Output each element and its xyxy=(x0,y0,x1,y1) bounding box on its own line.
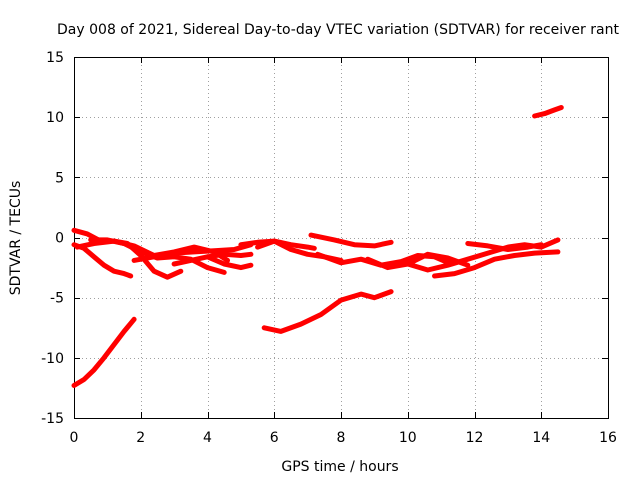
series-arc-17 xyxy=(465,241,544,252)
series-arc-8 xyxy=(205,254,254,271)
y-tick-label: 5 xyxy=(55,170,64,186)
y-axis-label: SDTVAR / TECUs xyxy=(8,181,24,296)
data-series xyxy=(71,105,564,388)
y-tick-label: -15 xyxy=(41,411,64,427)
series-arc-11 xyxy=(261,289,394,334)
x-tick-label: 0 xyxy=(70,430,79,446)
chart-title: Day 008 of 2021, Sidereal Day-to-day VTE… xyxy=(57,22,619,38)
y-tick-label: 10 xyxy=(46,110,64,126)
x-tick-label: 6 xyxy=(270,430,279,446)
series-arc-12 xyxy=(308,232,394,249)
y-tick-label: 15 xyxy=(46,50,64,66)
y-tick-label: -10 xyxy=(41,351,64,367)
series-arc-6 xyxy=(131,242,254,263)
series-arc-18 xyxy=(532,105,564,119)
x-tick-label: 14 xyxy=(532,430,550,446)
series-arc-14 xyxy=(365,251,471,271)
y-tick-label: 0 xyxy=(55,231,64,247)
y-tick-label: -5 xyxy=(50,291,64,307)
x-tick-label: 16 xyxy=(599,430,617,446)
x-axis-label: GPS time / hours xyxy=(281,459,398,475)
axis-ticks: 0 2 4 6 8 10 12 14 16 -15 -10 -5 0 5 10 15 xyxy=(41,50,617,446)
x-tick-label: 12 xyxy=(466,430,484,446)
x-tick-label: 4 xyxy=(203,430,212,446)
x-tick-label: 10 xyxy=(399,430,417,446)
series-arc-3 xyxy=(71,242,134,279)
series-arc-16 xyxy=(432,249,561,279)
x-tick-label: 2 xyxy=(136,430,145,446)
grid xyxy=(74,57,608,418)
series-arc-7 xyxy=(171,251,254,267)
x-tick-label: 8 xyxy=(337,430,346,446)
series-arc-1 xyxy=(71,316,137,388)
